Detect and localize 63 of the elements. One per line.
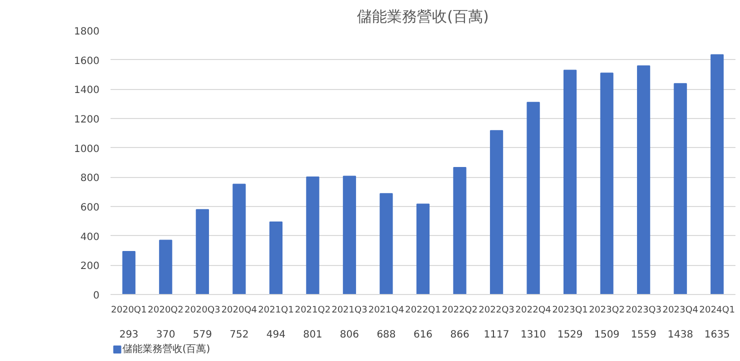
x-tick-label: 2021Q1 xyxy=(258,306,294,316)
data-label: 1509 xyxy=(594,330,620,340)
data-label: 616 xyxy=(413,330,433,340)
x-tick-label: 2022Q3 xyxy=(478,306,514,316)
y-tick-label: 400 xyxy=(80,232,100,243)
bar xyxy=(453,166,466,294)
bar xyxy=(563,70,577,294)
data-label: 1559 xyxy=(630,330,656,340)
chart-title: 儲能業務營收(百萬) xyxy=(357,8,489,26)
x-tick-label: 2024Q1 xyxy=(699,306,735,316)
data-label: 1117 xyxy=(484,330,510,340)
bar xyxy=(674,83,687,294)
bar xyxy=(710,54,724,294)
x-tick-label: 2023Q1 xyxy=(552,306,588,316)
x-tick-label: 2023Q3 xyxy=(626,306,662,316)
x-tick-label: 2022Q1 xyxy=(405,306,441,316)
data-label: 293 xyxy=(119,330,138,340)
bar xyxy=(526,102,540,294)
data-label: 1310 xyxy=(520,330,546,340)
y-tick-label: 1000 xyxy=(74,144,100,155)
data-label: 1438 xyxy=(668,330,694,340)
bar xyxy=(490,130,504,294)
data-label: 579 xyxy=(192,330,212,340)
data-label: 752 xyxy=(230,330,249,340)
data-label: 806 xyxy=(340,330,360,340)
bar xyxy=(416,204,430,294)
x-tick-label: 2020Q4 xyxy=(221,306,258,316)
data-label: 1529 xyxy=(557,330,583,340)
x-tick-label: 2021Q4 xyxy=(368,306,404,316)
y-tick-label: 1600 xyxy=(74,56,100,67)
x-tick-label: 2021Q2 xyxy=(294,306,331,316)
y-tick-label: 600 xyxy=(80,202,100,214)
x-tick-label: 2023Q2 xyxy=(588,306,625,316)
bar xyxy=(637,65,650,294)
bar xyxy=(342,176,356,294)
x-tick-label: 2020Q1 xyxy=(111,306,147,316)
x-tick-label: 2021Q3 xyxy=(332,306,368,316)
x-tick-label: 2022Q4 xyxy=(515,306,552,316)
bar xyxy=(380,193,393,294)
data-label: 688 xyxy=(376,330,396,340)
bar xyxy=(232,184,246,294)
y-tick-label: 1400 xyxy=(74,85,100,96)
data-label: 370 xyxy=(156,330,176,340)
y-tick-label: 200 xyxy=(80,261,100,272)
y-tick-label: 1200 xyxy=(74,114,100,126)
data-label: 801 xyxy=(303,330,322,340)
data-label: 494 xyxy=(266,330,286,340)
x-tick-label: 2022Q2 xyxy=(442,306,478,316)
y-tick-label: 800 xyxy=(80,173,100,184)
bar xyxy=(269,222,283,294)
x-tick-label: 2023Q4 xyxy=(662,306,698,316)
bar xyxy=(600,72,614,294)
y-tick-label: 0 xyxy=(93,290,100,302)
bar xyxy=(306,176,320,294)
x-tick-label: 2020Q3 xyxy=(184,306,220,316)
bar xyxy=(122,251,136,294)
x-tick-label: 2020Q2 xyxy=(148,306,184,316)
bar xyxy=(196,209,209,294)
bar xyxy=(159,240,172,294)
data-label: 866 xyxy=(450,330,470,340)
data-label: 1635 xyxy=(704,330,730,340)
y-tick-label: 1800 xyxy=(74,26,100,38)
legend-label: 儲能業務營收(百萬) xyxy=(122,343,210,355)
